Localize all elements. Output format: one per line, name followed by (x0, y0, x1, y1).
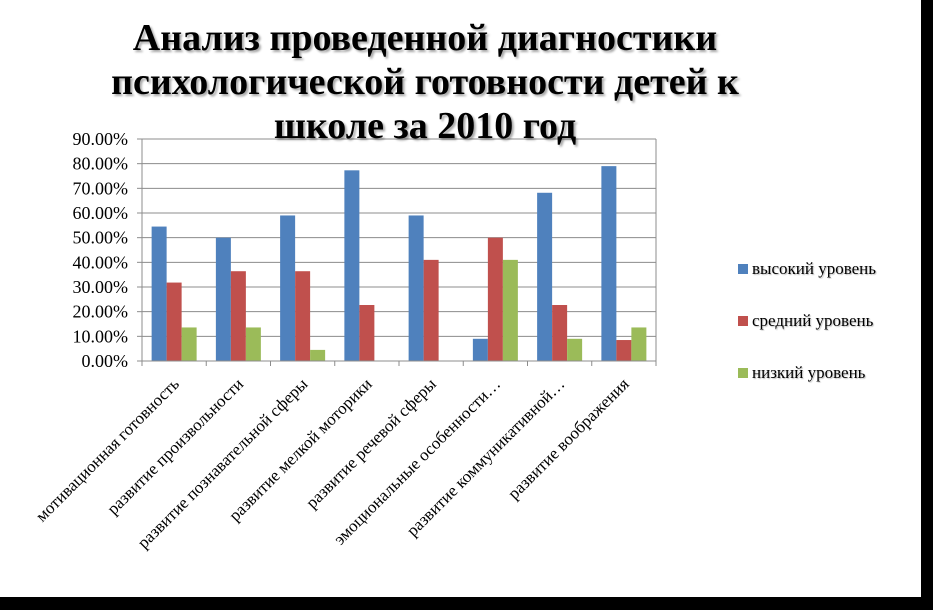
chart-title-line-2: психологической готовности детей к (111, 61, 739, 103)
chart-frame: 0.00% 10.00% 20.00% 30.00% 40.00% 50.00% 60.00… (0, 0, 921, 597)
bar (537, 192, 553, 361)
bar (616, 340, 632, 361)
bar (423, 259, 439, 361)
y-tick-label: 60.00% (73, 203, 129, 223)
bar (230, 271, 246, 361)
x-tick-label: развитие воображения (504, 374, 633, 503)
chart-title-line-3: школе за 2010 год (273, 105, 577, 147)
bar (472, 338, 488, 361)
legend-label: высокий уровень (752, 259, 877, 278)
bar (408, 215, 424, 361)
legend-item: средний уровень (738, 310, 873, 332)
legend-swatch (738, 264, 748, 274)
y-tick-label: 70.00% (73, 178, 129, 198)
bar (487, 237, 503, 361)
bar (215, 237, 231, 361)
bar (552, 305, 568, 361)
bar (166, 282, 182, 361)
bar (359, 305, 375, 361)
y-tick-label: 50.00% (73, 228, 129, 248)
bar (310, 349, 326, 361)
y-tick-label: 10.00% (73, 326, 129, 346)
legend-swatch (738, 368, 748, 378)
legend-label: низкий уровень (752, 363, 866, 382)
bar (151, 226, 167, 361)
y-tick-label: 30.00% (73, 277, 129, 297)
bar (280, 215, 296, 361)
legend-item: высокий уровень (738, 258, 876, 280)
y-tick-label: 80.00% (73, 154, 129, 174)
bar (295, 271, 311, 361)
bar (181, 327, 197, 361)
bar (245, 327, 261, 361)
x-tick-label: развитие речевой сферы (302, 374, 440, 512)
bar (502, 259, 518, 361)
y-tick-label: 90.00% (73, 129, 129, 149)
bar (344, 170, 360, 361)
y-tick-label: 0.00% (82, 351, 129, 371)
chart-title: Анализ проведенной диагностики психологи… (80, 16, 770, 148)
y-tick-label: 40.00% (73, 252, 129, 272)
y-tick-label: 20.00% (73, 302, 129, 322)
legend-item: низкий уровень (738, 362, 865, 384)
chart-title-line-1: Анализ проведенной диагностики (132, 17, 718, 59)
bar (631, 327, 647, 361)
bar (567, 338, 583, 361)
chart-plot: 0.00% 10.00% 20.00% 30.00% 40.00% 50.00% 60.00… (32, 129, 657, 552)
legend-label: средний уровень (752, 311, 874, 330)
bar (601, 166, 617, 361)
legend-swatch (738, 316, 748, 326)
